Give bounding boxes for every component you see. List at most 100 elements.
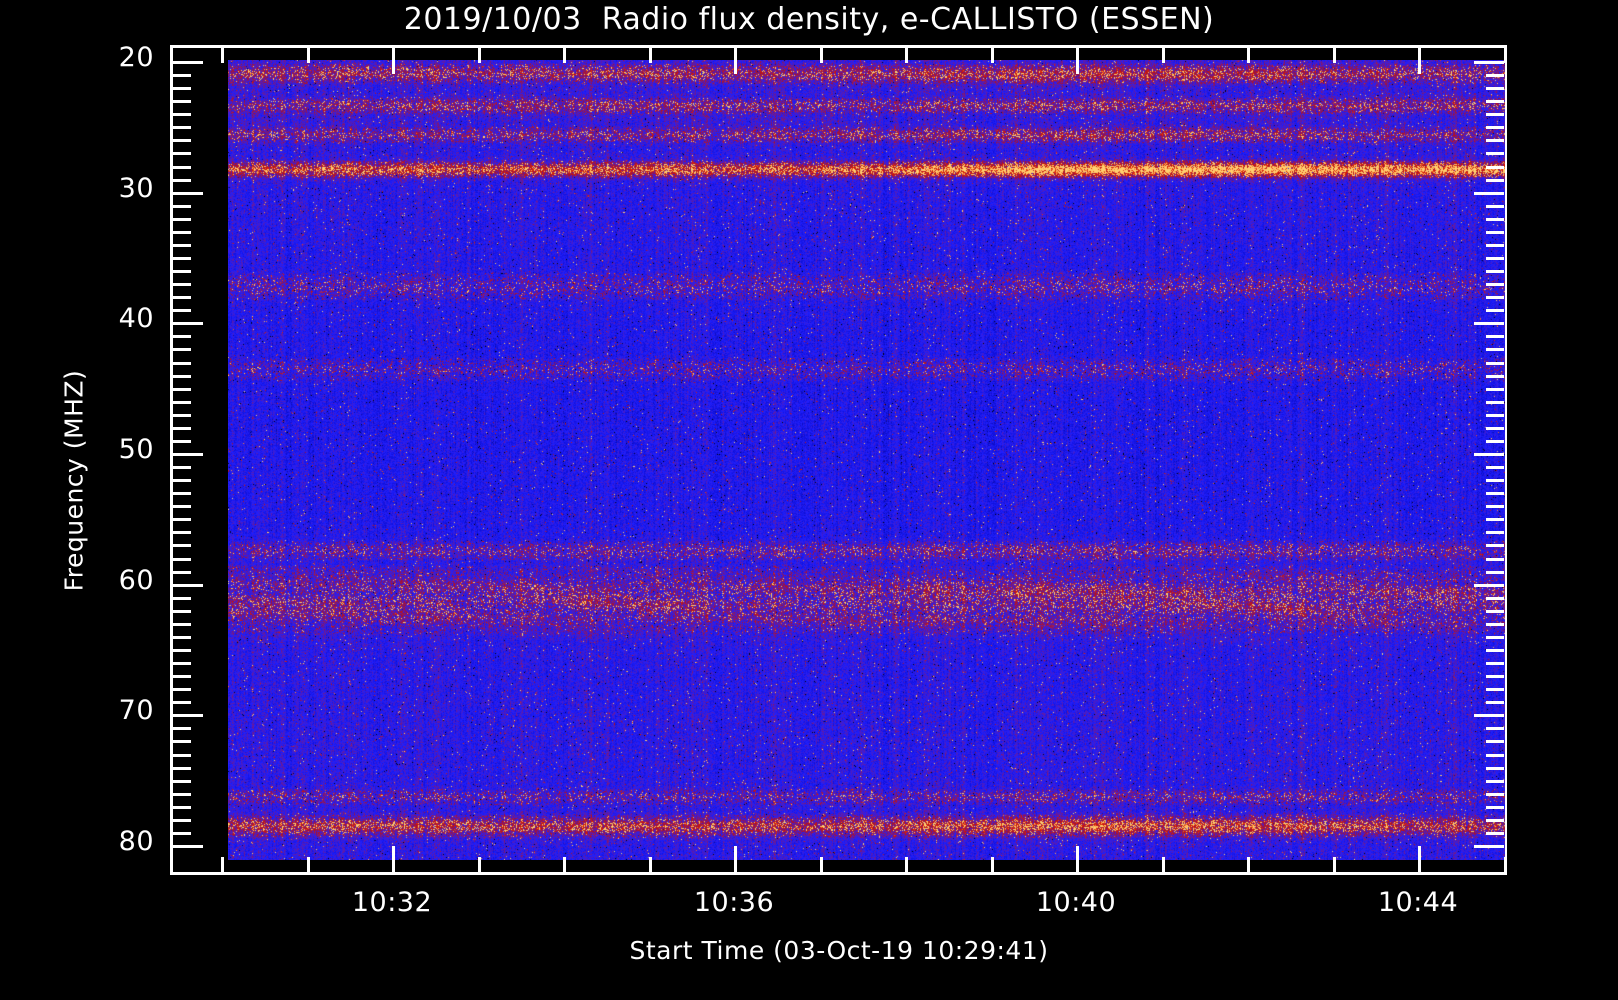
axis-tick: [1474, 714, 1504, 717]
x-tick-label: 10:44: [1377, 887, 1459, 918]
axis-tick: [221, 48, 224, 63]
axis-tick: [1486, 544, 1504, 547]
axis-tick: [1486, 427, 1504, 430]
axis-tick: [173, 309, 191, 312]
axis-tick: [173, 688, 191, 691]
axis-tick: [173, 793, 191, 796]
axis-tick: [173, 832, 191, 835]
axis-tick: [1486, 205, 1504, 208]
axis-tick: [1486, 388, 1504, 391]
axis-tick: [173, 558, 191, 561]
spectrogram-image: [228, 60, 1505, 860]
axis-tick: [1486, 531, 1504, 534]
axis-tick: [1486, 649, 1504, 652]
axis-tick: [905, 857, 908, 872]
axis-tick: [1486, 179, 1504, 182]
axis-tick: [1486, 610, 1504, 613]
axis-tick: [1504, 48, 1507, 63]
x-tick-label: 10:36: [693, 887, 775, 918]
axis-tick: [173, 492, 191, 495]
axis-tick: [1486, 558, 1504, 561]
axis-tick: [173, 505, 191, 508]
axis-tick: [1486, 492, 1504, 495]
axis-tick: [173, 780, 191, 783]
axis-tick: [1486, 309, 1504, 312]
axis-tick: [392, 846, 395, 872]
axis-tick: [1486, 701, 1504, 704]
axis-tick: [1486, 806, 1504, 809]
y-tick-label: 50: [118, 434, 154, 465]
axis-tick: [173, 335, 191, 338]
axis-tick: [1474, 61, 1504, 64]
axis-tick: [478, 857, 481, 872]
axis-tick: [991, 857, 994, 872]
axis-tick: [649, 48, 652, 63]
axis-tick: [1486, 819, 1504, 822]
axis-tick: [563, 857, 566, 872]
axis-tick: [1474, 845, 1504, 848]
x-tick-label: 10:40: [1035, 887, 1117, 918]
axis-tick: [1486, 793, 1504, 796]
axis-tick: [1486, 754, 1504, 757]
axis-tick: [173, 571, 191, 574]
axis-tick: [173, 544, 191, 547]
axis-tick: [1486, 414, 1504, 417]
axis-tick: [1486, 740, 1504, 743]
x-tick-label: 10:32: [351, 887, 433, 918]
axis-tick: [173, 727, 191, 730]
x-axis-label: Start Time (03-Oct-19 10:29:41): [629, 936, 1049, 965]
axis-tick: [173, 205, 191, 208]
axis-tick: [1486, 257, 1504, 260]
axis-tick: [734, 846, 737, 872]
axis-tick: [173, 61, 203, 64]
axis-tick: [173, 427, 191, 430]
axis-tick: [173, 362, 191, 365]
axis-tick: [173, 845, 203, 848]
axis-tick: [1486, 466, 1504, 469]
axis-tick: [173, 218, 191, 221]
axis-tick: [1486, 780, 1504, 783]
axis-tick: [173, 322, 203, 325]
axis-tick: [1486, 231, 1504, 234]
axis-tick: [1486, 675, 1504, 678]
axis-tick: [173, 518, 191, 521]
axis-tick: [1486, 335, 1504, 338]
axis-tick: [173, 152, 191, 155]
axis-tick: [173, 649, 191, 652]
axis-tick: [221, 857, 224, 872]
axis-tick: [1486, 87, 1504, 90]
axis-tick: [173, 754, 191, 757]
axis-tick: [1162, 857, 1165, 872]
axis-tick: [173, 597, 191, 600]
axis-tick: [173, 636, 191, 639]
axis-tick: [173, 100, 191, 103]
axis-tick: [1474, 192, 1504, 195]
axis-tick: [173, 401, 191, 404]
axis-tick: [1486, 767, 1504, 770]
axis-tick: [1486, 636, 1504, 639]
axis-tick: [173, 231, 191, 234]
axis-tick: [1162, 48, 1165, 63]
axis-tick: [173, 453, 203, 456]
axis-tick: [820, 857, 823, 872]
axis-tick: [173, 139, 191, 142]
axis-tick: [1486, 688, 1504, 691]
axis-tick: [1333, 857, 1336, 872]
axis-tick: [1486, 571, 1504, 574]
axis-tick: [173, 767, 191, 770]
axis-tick: [1486, 597, 1504, 600]
axis-tick: [1076, 48, 1079, 74]
axis-tick: [1486, 348, 1504, 351]
axis-tick: [1486, 623, 1504, 626]
axis-tick: [1474, 584, 1504, 587]
axis-tick: [1486, 152, 1504, 155]
axis-tick: [173, 74, 191, 77]
axis-tick: [1486, 100, 1504, 103]
axis-tick: [1418, 48, 1421, 74]
axis-tick: [173, 819, 191, 822]
y-tick-label: 80: [118, 826, 154, 857]
axis-tick: [991, 48, 994, 63]
axis-tick: [173, 531, 191, 534]
axis-tick: [1504, 857, 1507, 872]
axis-tick: [1486, 283, 1504, 286]
